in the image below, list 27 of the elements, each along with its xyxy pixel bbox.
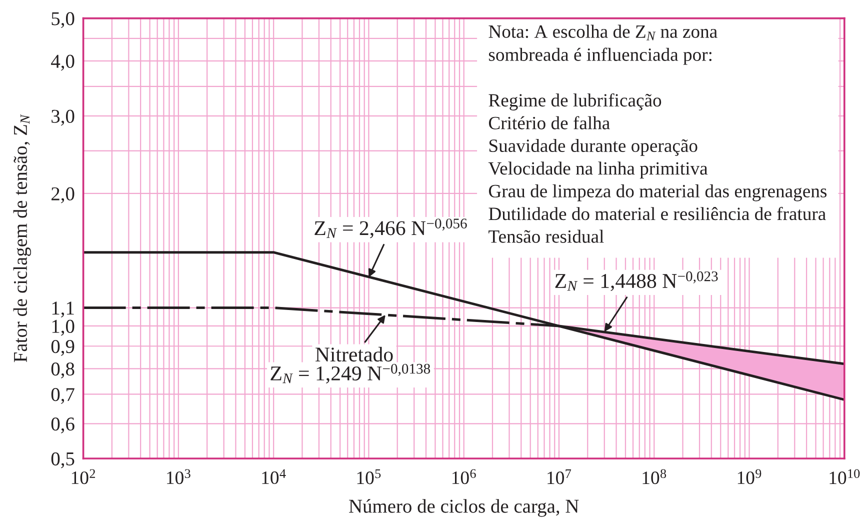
- y-tick-label: 5,0: [52, 12, 74, 28]
- text: Nota: A escolha de Z$_{N}$ na zona sombreada é influenciada por: Regime de lubrificação Critério de falha Suavidade durante operação Velocidade na linha primitiva Grau de limpeza do material das engrenagens Dutilidade do material e resiliência de fratura Tensão residual: [488, 24, 827, 243]
- y-tick-label: 0,6: [51, 417, 74, 434]
- y-tick-label: 3,0: [52, 110, 74, 126]
- annotation: Z$_{N}$ = 1,4488 N$^{−0,023}$: [555, 271, 718, 292]
- y-tick-label: 0,8: [51, 362, 74, 378]
- y-tick-label: 1,1: [52, 302, 74, 318]
- x-tick-label: 10$^{10}$: [830, 469, 860, 484]
- x-tick-label: 10$^{7}$: [548, 469, 572, 484]
- x-tick-label: 10$^{8}$: [642, 469, 666, 484]
- annotation: Z$_{N}$ = 2,466 N$^{−0,056}$: [314, 218, 467, 238]
- x-tick-label: 10$^{4}$: [262, 469, 286, 484]
- y-tick-label: 0,7: [51, 388, 74, 404]
- x-tick-label: 10$^{6}$: [452, 469, 476, 484]
- y-tick-label: 4,0: [51, 54, 74, 71]
- annotation: Z$_{N}$ = 1,249 N$^{−0,0138}$: [270, 364, 430, 384]
- y-tick-label: 1,0: [52, 320, 74, 336]
- y-axis-title: Fator de ciclagem de tensão, Z$_{N}$: [13, 114, 32, 362]
- x-tick-label: 10$^{5}$: [357, 469, 381, 484]
- x-tick-label: 10$^{2}$: [72, 469, 96, 484]
- x-tick-label: 10$^{9}$: [738, 469, 762, 484]
- x-axis-title: Número de ciclos de carga, N: [349, 499, 579, 517]
- y-tick-label: 2,0: [52, 187, 74, 204]
- y-tick-label: 0,5: [51, 452, 74, 468]
- x-tick-label: 10$^{3}$: [167, 469, 190, 484]
- y-tick-label: 0,9: [51, 340, 74, 356]
- annotation: Nitretado: [316, 346, 393, 362]
